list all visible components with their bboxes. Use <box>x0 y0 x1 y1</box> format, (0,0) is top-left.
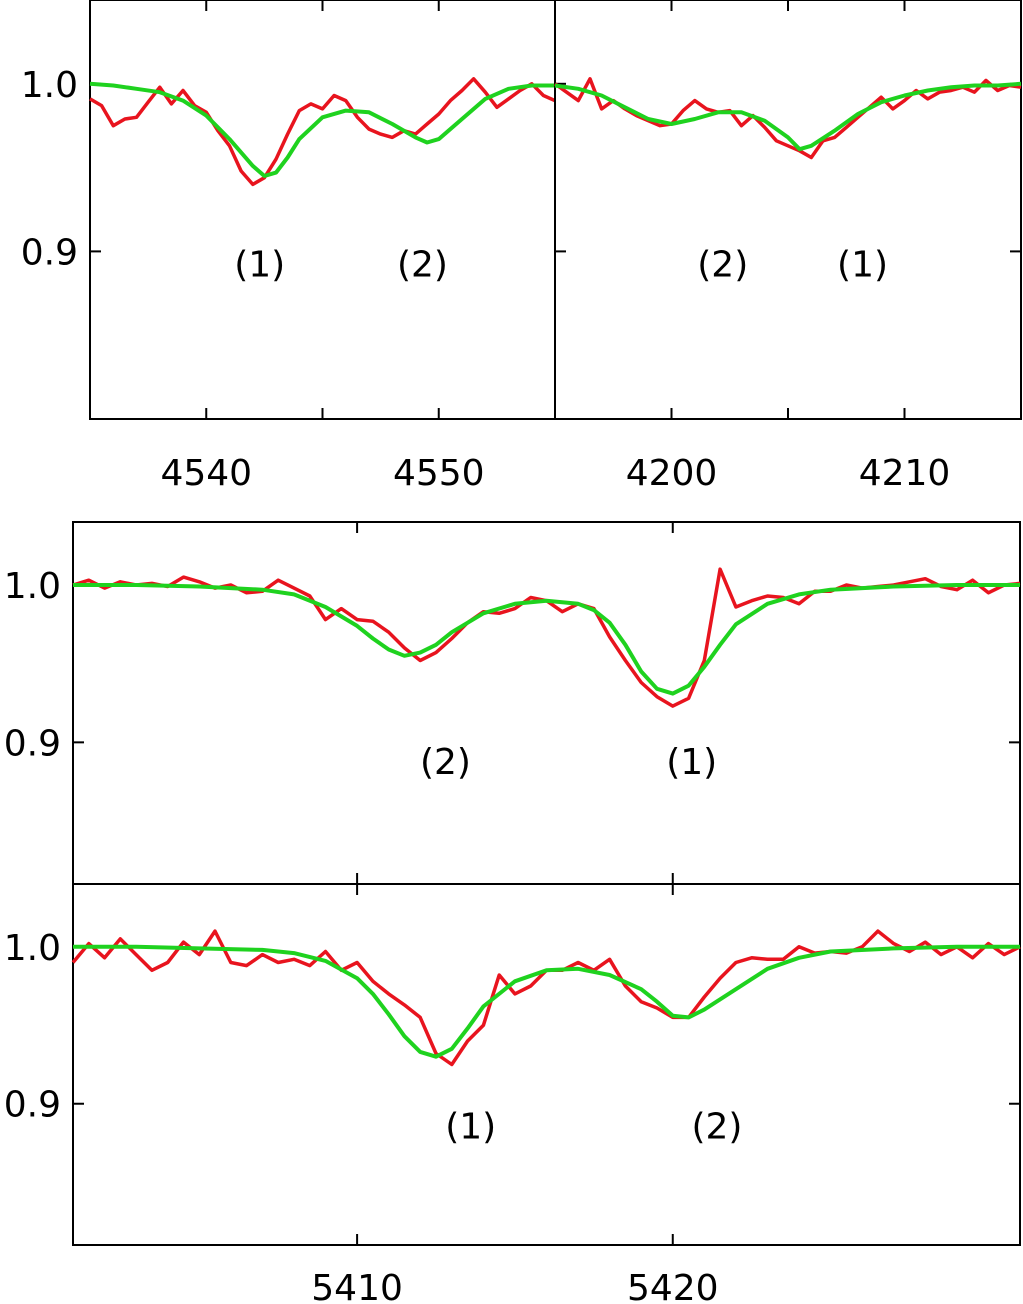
panel-bottom-lower: 0.9 1.0 5410 5420 (1) (2) <box>4 883 1021 1304</box>
component-label: (2) <box>697 245 748 286</box>
observed-spectrum-line <box>72 567 1021 708</box>
fit-line <box>73 944 1020 1059</box>
y-tick-label: 1.0 <box>21 65 78 106</box>
plot-frame <box>72 883 1021 1246</box>
observed-spectrum-line <box>89 77 556 187</box>
panel-top-left: 0.9 1.0 4540 4550 (1) (2) <box>21 0 556 494</box>
x-tick-label: 4540 <box>160 453 252 494</box>
component-label: (2) <box>420 742 471 783</box>
component-label: (1) <box>234 245 285 286</box>
fit-line <box>73 583 1020 696</box>
panel-top-right: 4200 4210 (2) (1) <box>553 0 1022 494</box>
x-tick-label: 5420 <box>627 1268 719 1304</box>
component-label: (2) <box>691 1106 742 1147</box>
plot-frame <box>554 0 1022 420</box>
x-tick-label: 5410 <box>311 1268 403 1304</box>
panel-bottom-upper: 0.9 1.0 (2) (1) <box>4 521 1021 885</box>
observed-spectrum-line <box>553 77 1022 160</box>
x-tick-label: 4200 <box>626 453 718 494</box>
y-tick-label: 1.0 <box>4 566 61 607</box>
component-label: (1) <box>445 1106 496 1147</box>
y-tick-label: 1.0 <box>4 928 61 969</box>
y-tick-label: 0.9 <box>4 1085 61 1126</box>
x-tick-label: 4210 <box>859 453 951 494</box>
fit-line <box>89 81 555 178</box>
fit-line <box>554 81 1022 152</box>
plot-frame <box>72 521 1021 885</box>
component-label: (2) <box>397 245 448 286</box>
y-tick-label: 0.9 <box>4 723 61 764</box>
component-label: (1) <box>666 742 717 783</box>
x-tick-label: 4550 <box>393 453 485 494</box>
component-label: (1) <box>837 245 888 286</box>
plot-frame <box>89 0 556 420</box>
y-tick-label: 0.9 <box>21 232 78 273</box>
